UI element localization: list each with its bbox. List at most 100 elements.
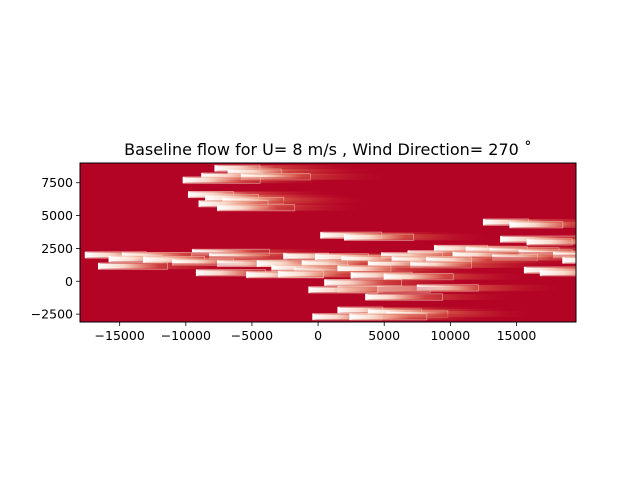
wake-core (312, 314, 373, 319)
wake-plume (228, 169, 379, 176)
turbine-marker (98, 263, 101, 270)
wake-core (392, 257, 453, 262)
turbine-marker (383, 273, 386, 280)
x-tick-label: −5000 (231, 328, 273, 343)
wake-core (341, 256, 402, 262)
turbine-marker (320, 232, 323, 239)
turbine-marker (201, 173, 204, 180)
turbine-marker (500, 236, 503, 243)
wake-core (562, 258, 576, 263)
wake-core (228, 169, 289, 175)
wake-plume (199, 200, 350, 207)
turbine-marker (509, 221, 512, 228)
plot-area (79, 162, 577, 323)
wake-core (217, 205, 278, 210)
wake-core (509, 222, 570, 227)
wake-plume (384, 273, 535, 280)
wake-plume (192, 249, 343, 256)
turbine-marker (344, 234, 347, 241)
turbine-marker (271, 265, 274, 272)
x-tick-label: −15000 (95, 328, 145, 343)
wake-core (183, 177, 244, 183)
turbine-wake (365, 293, 516, 301)
turbine-marker (246, 271, 249, 278)
wake-plume (426, 257, 576, 264)
turbine-marker (350, 272, 353, 279)
turbine-marker (341, 255, 344, 262)
wake-core (246, 272, 307, 277)
plot-frame (79, 162, 577, 323)
turbine-wake (182, 176, 334, 184)
wake-core (308, 287, 369, 293)
wake-core (344, 235, 405, 240)
wake-plume (222, 197, 373, 204)
turbine-marker (426, 257, 429, 264)
x-tick-label: 0 (314, 328, 322, 343)
turbine-marker (108, 255, 111, 262)
wake-plume (337, 265, 488, 272)
wake-core (201, 173, 262, 179)
turbine-marker (277, 271, 280, 278)
turbine-marker (391, 256, 394, 263)
turbine-marker (142, 256, 145, 263)
wake-plume (214, 165, 365, 172)
wake-plume (188, 191, 339, 198)
turbine-wake (509, 221, 576, 229)
wake-core (278, 271, 339, 277)
turbine-marker (172, 259, 175, 266)
turbine-wake (337, 265, 488, 273)
wake-core (351, 273, 412, 278)
wake-plume (122, 252, 273, 259)
turbine-marker (314, 253, 317, 260)
wake-core (214, 166, 275, 171)
wake-core (540, 270, 576, 275)
turbine-marker (482, 219, 485, 226)
wake-plume (308, 286, 459, 293)
turbine-marker (433, 245, 436, 252)
wake-core (527, 239, 576, 245)
wake-plume (217, 204, 368, 211)
wake-core (324, 280, 385, 285)
wake-core (381, 253, 442, 258)
wake-core (368, 261, 429, 267)
turbine-marker (256, 260, 259, 267)
turbine-wake (526, 238, 576, 246)
wake-core (199, 201, 260, 206)
wake-plume (183, 177, 334, 184)
x-tick-label: −10000 (161, 328, 211, 343)
turbine-marker (283, 253, 286, 260)
turbine-marker (349, 313, 352, 320)
wake-plume (344, 234, 495, 241)
turbine-marker (312, 313, 315, 320)
turbine-marker (214, 165, 217, 172)
wake-core (302, 261, 363, 266)
turbine-marker (227, 169, 230, 176)
x-tick-label: 5000 (368, 328, 400, 343)
wake-core (98, 263, 159, 269)
wake-core (241, 174, 302, 179)
turbine-marker (205, 194, 208, 201)
y-tick-label: −2500 (31, 307, 73, 322)
wake-core (109, 256, 170, 262)
wake-core (410, 262, 471, 268)
turbine-marker (182, 177, 185, 184)
turbine-marker (465, 246, 468, 253)
turbine-wake (217, 204, 368, 212)
turbine-wake (383, 273, 535, 281)
turbine-wake (349, 313, 500, 321)
wake-plume (417, 284, 568, 291)
y-tick-label: 7500 (41, 175, 73, 190)
turbine-marker (367, 309, 370, 316)
wake-core (172, 260, 233, 265)
turbine-wake (562, 256, 576, 264)
wake-core (257, 261, 318, 266)
wake-core (85, 252, 146, 258)
wake-plume (410, 261, 561, 268)
wake-core (426, 258, 487, 263)
wake-core (452, 252, 513, 258)
x-axis: −15000 −10000 −5000 0 5000 10000 15000 (95, 322, 536, 343)
turbine-marker (84, 251, 87, 258)
turbine-marker (523, 267, 526, 274)
wake-plume (365, 294, 516, 301)
